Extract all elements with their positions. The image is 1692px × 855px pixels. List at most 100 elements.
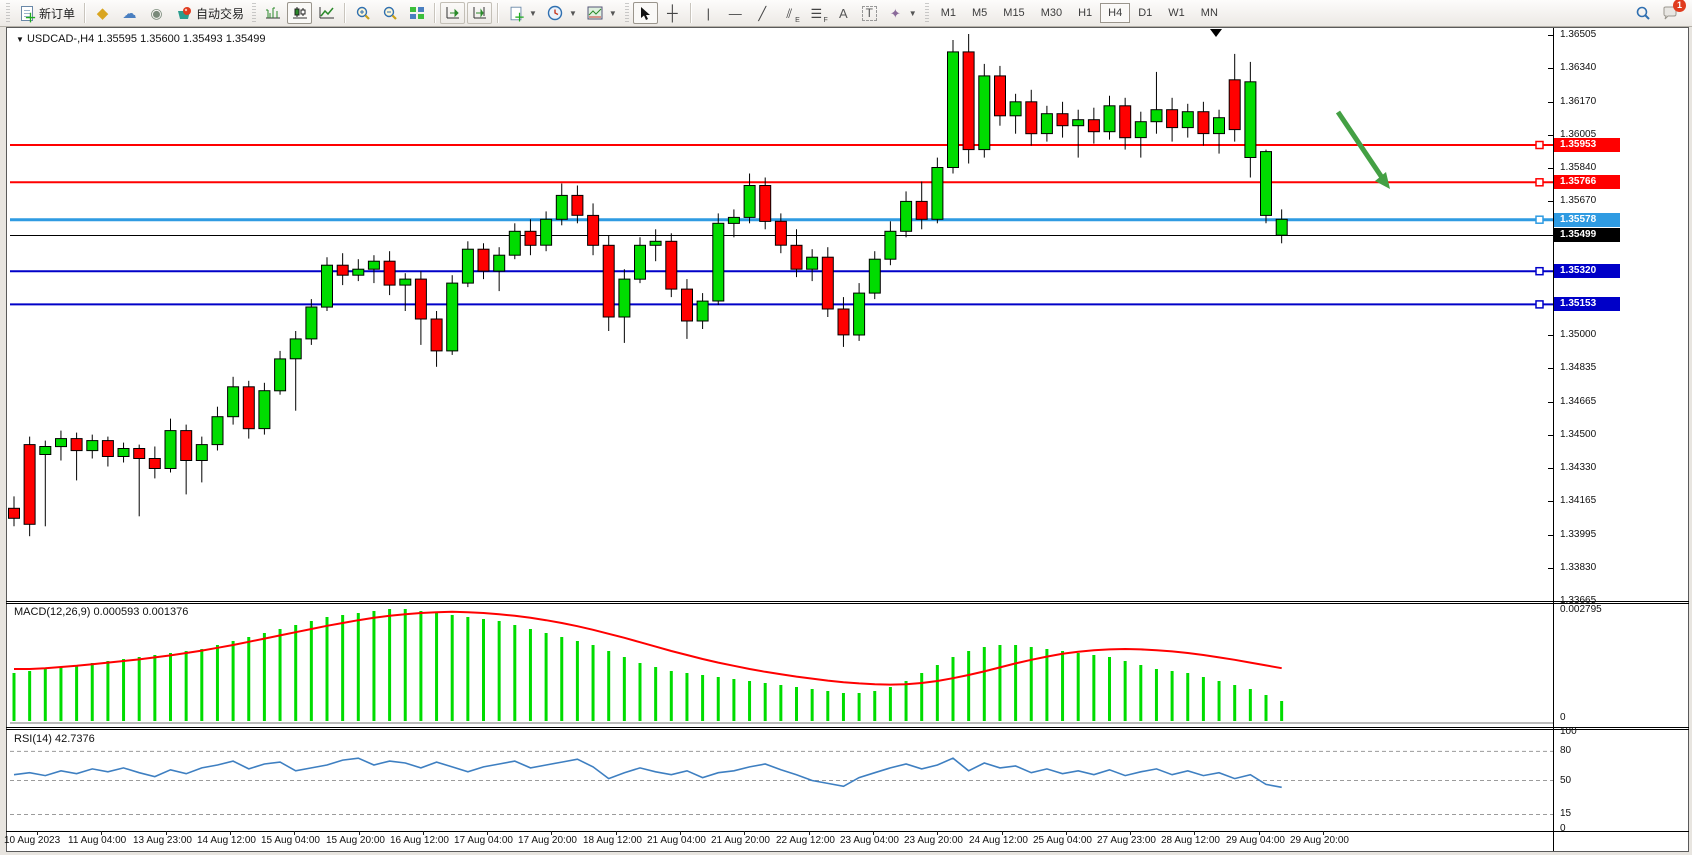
price-line-label[interactable]: 1.35953 <box>1554 138 1620 152</box>
auto-scroll-button[interactable] <box>440 2 466 24</box>
price-tick-mark <box>1548 201 1553 202</box>
zoom-out-button[interactable] <box>377 2 402 24</box>
signals-button[interactable]: ◉ <box>144 2 169 24</box>
price-tick-label: 1.35000 <box>1560 329 1597 340</box>
search-button[interactable] <box>1630 2 1655 24</box>
hline-handle[interactable] <box>1535 140 1544 150</box>
symbol-dropdown-icon[interactable]: ▼ <box>16 35 24 44</box>
templates-icon <box>587 5 604 22</box>
panel-separator-2a[interactable] <box>6 727 1689 728</box>
price-line-label[interactable]: 1.35153 <box>1554 297 1620 311</box>
time-tick-mark <box>744 831 745 835</box>
toolbar-grip[interactable] <box>6 3 10 23</box>
timeframe-d1[interactable]: D1 <box>1138 7 1153 19</box>
channel-button[interactable]: ⫽ E <box>777 2 802 24</box>
period-button[interactable]: ▼ <box>543 2 581 24</box>
price-line-label[interactable]: 1.35499 <box>1554 228 1620 242</box>
price-tick-mark <box>1548 168 1553 169</box>
time-tick-mark <box>294 831 295 835</box>
price-line-label[interactable]: 1.35320 <box>1554 264 1620 278</box>
timeframe-w1[interactable]: W1 <box>1168 7 1185 19</box>
hline-handle[interactable] <box>1535 300 1544 309</box>
candlestick-chart-button[interactable] <box>287 2 313 24</box>
time-axis-label: 16 Aug 12:00 <box>390 835 449 846</box>
autotrading-icon <box>175 5 192 22</box>
arrows-button[interactable]: ✦ ▼ <box>883 2 921 24</box>
time-tick-mark <box>809 831 810 835</box>
signals-icon: ◉ <box>150 5 163 21</box>
hline-handle[interactable] <box>1535 266 1544 276</box>
notifications-button[interactable]: 1 <box>1657 0 1686 24</box>
new-chart-button[interactable]: ＋ ▼ <box>503 2 541 24</box>
text-label-button[interactable]: T <box>858 2 881 24</box>
price-tick-mark <box>1548 535 1553 536</box>
bar-chart-icon <box>264 5 281 22</box>
autotrading-button[interactable]: 自动交易 <box>171 2 248 24</box>
time-tick-mark <box>1066 831 1067 835</box>
channel-icon: ⫽ E <box>786 5 800 24</box>
timeframe-h4[interactable]: H4 <box>1100 3 1131 23</box>
price-tick-mark <box>1548 135 1553 136</box>
macd-label: MACD(12,26,9) 0.000593 0.001376 <box>14 606 189 618</box>
price-tick-label: 1.36170 <box>1560 96 1597 107</box>
price-axis-border <box>1553 28 1554 851</box>
hline-handle[interactable] <box>1535 178 1544 187</box>
time-axis-label: 25 Aug 04:00 <box>1033 835 1092 846</box>
hline-handle[interactable] <box>1535 215 1544 224</box>
terminal-icon: ☁ <box>122 5 137 21</box>
candlestick-chart-icon <box>291 5 308 22</box>
chart-window[interactable] <box>6 27 1689 852</box>
time-tick-mark <box>487 831 488 835</box>
price-tick-label: 1.34330 <box>1560 462 1597 473</box>
auto-scroll-icon <box>444 5 461 22</box>
arrows-icon: ✦ <box>889 5 901 21</box>
time-axis-label: 10 Aug 2023 <box>4 835 61 846</box>
time-axis-label: 11 Aug 04:00 <box>68 835 127 846</box>
bar-chart-button[interactable] <box>260 2 285 24</box>
zoom-in-button[interactable] <box>350 2 375 24</box>
line-chart-button[interactable] <box>314 2 339 24</box>
fibonacci-button[interactable]: ☰ F <box>804 2 829 24</box>
trendline-button[interactable]: ╱ <box>750 2 775 24</box>
market-button[interactable]: ◆ <box>90 2 115 24</box>
time-axis-border <box>6 831 1689 832</box>
time-axis-label: 21 Aug 04:00 <box>647 835 706 846</box>
vertical-line-icon: | <box>706 5 710 21</box>
templates-button[interactable]: ▼ <box>583 2 621 24</box>
time-axis-label: 29 Aug 20:00 <box>1290 835 1349 846</box>
timeframe-m5[interactable]: M5 <box>972 7 988 19</box>
price-tick-mark <box>1548 402 1553 403</box>
main-toolbar: ＋ 新订单 ◆ ☁ ◉ 自动交易 <box>0 0 1692 27</box>
terminal-button[interactable]: ☁ <box>117 2 142 24</box>
timeframe-h1[interactable]: H1 <box>1078 7 1093 19</box>
panel-separator-1a[interactable] <box>6 601 1689 602</box>
price-tick-label: 1.36005 <box>1560 129 1597 140</box>
horizontal-line-button[interactable]: — <box>723 2 748 24</box>
timeframe-bar: M1 M5 M15 M30 H1 H4 D1 W1 MN <box>933 3 1226 23</box>
text-button[interactable]: A <box>831 2 856 24</box>
price-tick-mark <box>1548 568 1553 569</box>
price-tick-label: 1.34835 <box>1560 362 1597 373</box>
timeframe-mn[interactable]: MN <box>1200 7 1218 19</box>
annotation-arrow[interactable] <box>1335 110 1386 181</box>
timeframe-m15[interactable]: M15 <box>1003 7 1025 19</box>
time-tick-mark <box>551 831 552 835</box>
notification-balloon-icon <box>1661 5 1678 22</box>
crosshair-button[interactable]: ┼ <box>660 2 685 24</box>
vertical-line-button[interactable]: | <box>696 2 721 24</box>
time-axis-label: 28 Aug 12:00 <box>1161 835 1220 846</box>
new-order-icon: ＋ <box>18 5 37 24</box>
timeframe-m30[interactable]: M30 <box>1040 7 1063 19</box>
timeframe-m1[interactable]: M1 <box>940 7 956 19</box>
new-order-button[interactable]: ＋ 新订单 <box>14 2 79 24</box>
chart-shift-marker[interactable] <box>1210 29 1222 37</box>
panel-separator-2b <box>6 729 1689 730</box>
price-line-label[interactable]: 1.35766 <box>1554 175 1620 189</box>
macd-axis-zero: 0 <box>1560 712 1566 723</box>
price-tick-label: 1.34665 <box>1560 396 1597 407</box>
cursor-button[interactable] <box>632 2 658 24</box>
chart-shift-button[interactable] <box>467 2 493 24</box>
price-line-label[interactable]: 1.35578 <box>1554 213 1620 227</box>
tile-windows-button[interactable] <box>404 2 429 24</box>
